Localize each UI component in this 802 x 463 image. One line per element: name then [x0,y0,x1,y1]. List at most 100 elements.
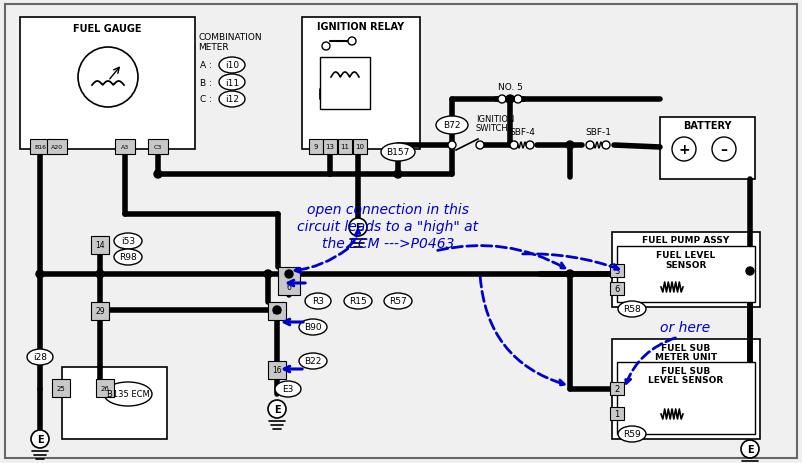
Text: 9: 9 [314,144,318,150]
Bar [612,339,760,439]
Text: A3: A3 [121,145,129,150]
Text: LEVEL SENSOR: LEVEL SENSOR [648,375,723,385]
Text: i12: i12 [225,95,239,104]
Text: SENSOR: SENSOR [666,261,707,270]
Bar [617,362,755,434]
Text: 24: 24 [272,307,282,316]
Text: METER: METER [198,44,229,52]
Text: 11: 11 [341,144,350,150]
Text: 29: 29 [95,307,105,316]
Text: FUEL PUMP ASSY: FUEL PUMP ASSY [642,236,730,245]
Bar [91,302,109,320]
Bar [302,18,420,150]
Ellipse shape [618,426,646,442]
Ellipse shape [305,294,331,309]
Ellipse shape [219,75,245,91]
Circle shape [741,440,759,458]
Ellipse shape [299,319,327,335]
Circle shape [349,219,367,237]
Bar [338,140,352,155]
Circle shape [510,142,518,150]
Bar [268,302,286,320]
Text: R3: R3 [312,297,324,306]
Text: –: – [720,143,727,156]
Bar [91,237,109,255]
Text: B :: B : [200,78,212,88]
Circle shape [526,142,534,150]
Bar [353,140,367,155]
Text: A20: A20 [51,145,63,150]
Ellipse shape [27,349,53,365]
Circle shape [712,138,736,162]
Ellipse shape [436,117,468,135]
Circle shape [394,171,402,179]
Circle shape [566,270,574,278]
Text: R57: R57 [389,297,407,306]
Text: IGNITION RELAY: IGNITION RELAY [318,22,404,32]
Circle shape [746,268,754,275]
Circle shape [154,171,162,179]
Text: E: E [747,444,753,454]
Text: E3: E3 [282,385,294,394]
Bar [610,407,624,420]
Bar [610,382,624,395]
Text: C :: C : [200,95,212,104]
Text: open connection in this: open connection in this [307,202,469,217]
Text: 1: 1 [614,410,620,419]
Text: i11: i11 [225,78,239,88]
Text: FUEL SUB: FUEL SUB [662,367,711,375]
Text: A :: A : [200,62,212,70]
Text: E: E [354,223,362,232]
Text: COMBINATION: COMBINATION [198,33,261,43]
Text: circuit leads to a "high" at: circuit leads to a "high" at [298,219,479,233]
Text: IGNITION: IGNITION [476,115,514,124]
Bar [660,118,755,180]
Text: the ECM --->P0463: the ECM --->P0463 [322,237,454,250]
Text: B22: B22 [304,357,322,366]
Bar [148,140,168,155]
Text: SBF-4: SBF-4 [509,128,535,137]
Circle shape [566,142,574,150]
Circle shape [476,142,484,150]
Text: 10: 10 [355,144,364,150]
Circle shape [96,270,104,278]
Bar [96,379,114,397]
Bar [610,282,624,295]
Circle shape [348,38,356,46]
Text: NO. 5: NO. 5 [497,82,522,91]
Circle shape [78,48,138,108]
Bar [278,268,300,295]
Text: B16: B16 [34,145,46,150]
Bar [115,140,135,155]
Text: B90: B90 [304,323,322,332]
Text: 25: 25 [57,385,66,391]
Text: 3: 3 [614,267,620,276]
Text: 16: 16 [272,366,282,375]
Circle shape [285,270,293,278]
Text: 2: 2 [614,385,620,394]
Text: 6: 6 [614,285,620,294]
Ellipse shape [381,144,415,162]
Text: 14: 14 [95,241,105,250]
Text: B135 ECM: B135 ECM [107,390,149,399]
Text: METER UNIT: METER UNIT [655,353,717,362]
Ellipse shape [618,301,646,317]
Text: +: + [678,143,690,156]
Text: i53: i53 [121,237,135,246]
Circle shape [586,142,594,150]
Bar [47,140,67,155]
Bar [62,367,167,439]
Text: or here: or here [660,320,710,334]
Ellipse shape [114,233,142,250]
Bar [30,140,50,155]
Text: BATTERY: BATTERY [683,121,731,131]
Circle shape [273,307,281,314]
Circle shape [36,270,44,278]
Circle shape [506,96,514,104]
Text: B157: B157 [387,148,410,157]
Ellipse shape [114,250,142,265]
Bar [309,140,323,155]
Text: C3: C3 [154,145,162,150]
Bar [20,18,195,150]
Text: 26: 26 [100,385,109,391]
